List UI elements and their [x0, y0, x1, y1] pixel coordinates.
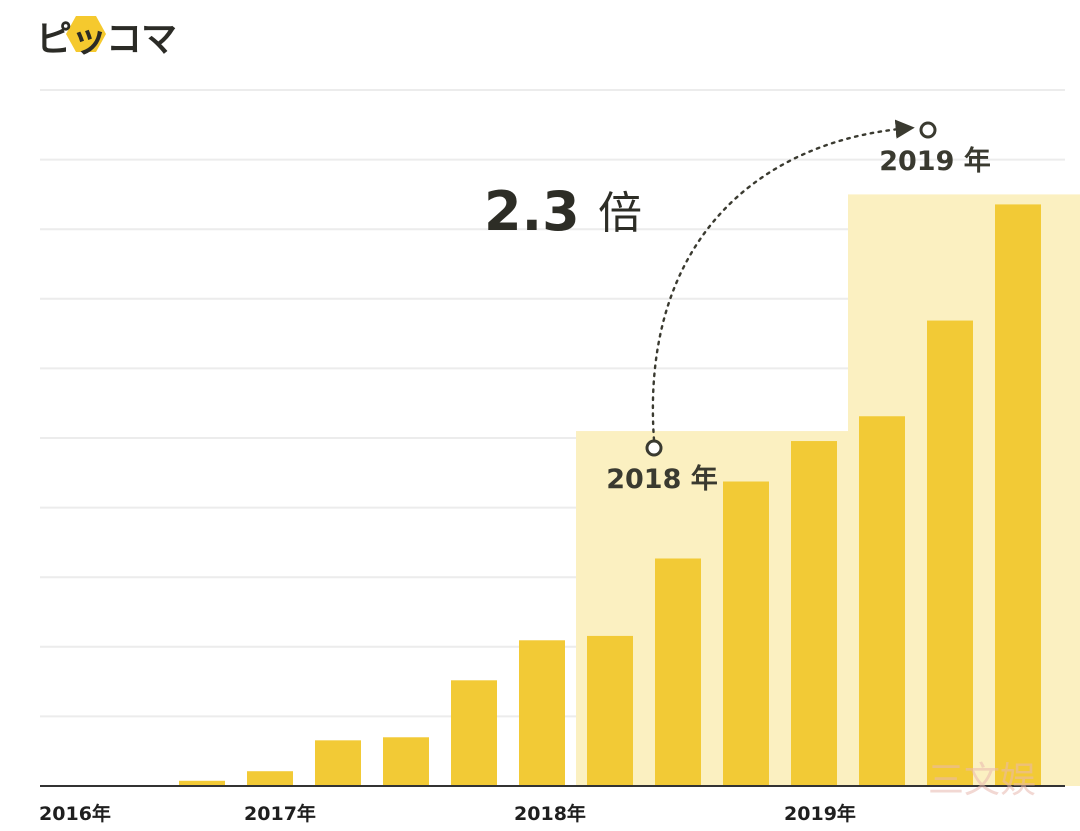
from-year-label: 2018 年 — [606, 463, 718, 495]
bars — [111, 204, 1041, 786]
piccoma-logo: ピッコマ — [36, 10, 177, 62]
start-point-marker — [645, 439, 663, 457]
bar-10 — [723, 481, 769, 786]
x-axis-tick-labels: 2016年 2017年 2018年 2019年 — [39, 802, 856, 825]
watermark-text: 三文娱 — [928, 760, 1036, 801]
growth-multiplier-unit: 倍 — [598, 188, 642, 239]
x-tick-label-2019年: 2019年 — [784, 802, 856, 825]
growth-arrow — [651, 119, 915, 442]
growth-multiplier: 2.3 — [484, 180, 580, 243]
x-tick-label-2017年: 2017年 — [244, 802, 316, 825]
x-tick-label-2018年: 2018年 — [514, 802, 586, 825]
bar-13 — [927, 320, 973, 786]
bar-12 — [859, 416, 905, 786]
bar-3 — [247, 771, 293, 786]
to-year-label: 2019 年 — [879, 145, 991, 177]
bar-7 — [519, 640, 565, 786]
bar-4 — [315, 740, 361, 786]
bar-8 — [587, 635, 633, 786]
bar-14 — [995, 204, 1041, 786]
bar-6 — [451, 680, 497, 786]
bar-2 — [179, 780, 225, 786]
bar-11 — [791, 441, 837, 786]
bar-5 — [383, 737, 429, 786]
logo-text: ピッコマ — [36, 19, 177, 60]
bar-9 — [655, 558, 701, 786]
end-point-marker — [919, 121, 937, 139]
x-tick-label-2016年: 2016年 — [39, 802, 111, 825]
